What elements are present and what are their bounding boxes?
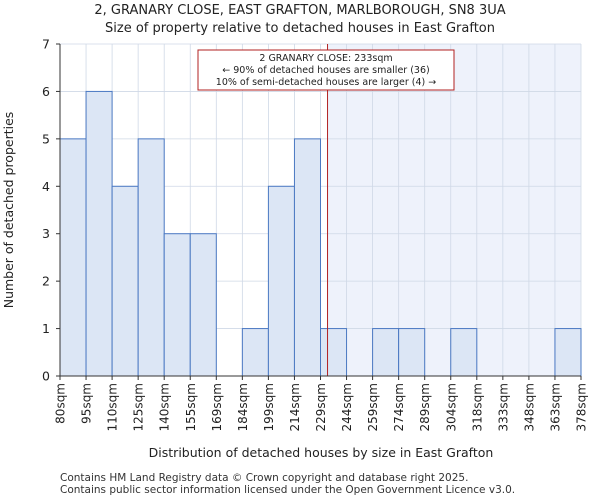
x-tick-label: 169sqm [210,383,224,431]
chart: 0 1 2 3 4 5 6 7 80sqm 95sqm 110sqm 125sqm 140sqm 155… [1,37,589,461]
footer-licence: Contains public sector information licen… [60,484,516,496]
bar [267,185,295,377]
x-tick-label: 140sqm [158,383,172,431]
bar [59,138,87,377]
y-axis-label: Number of detached properties [1,112,16,309]
bar [554,328,582,377]
x-tick-label: 199sqm [262,383,276,431]
y-axis-ticks: 0 1 2 3 4 5 6 7 [42,37,60,384]
annotation-box-frame [197,49,455,91]
x-tick-label: 259sqm [366,383,380,431]
x-tick-label: 363sqm [548,383,562,431]
bars [59,90,582,377]
y-tick-label: 6 [42,84,50,99]
x-tick-label: 95sqm [80,383,94,424]
chart-subtitle: Size of property relative to detached ho… [105,21,495,36]
footer-copyright: Contains HM Land Registry data © Crown c… [60,472,469,484]
annotation-line-3: 10% of semi-detached houses are larger (… [216,77,436,88]
x-tick-label: 80sqm [54,383,68,424]
x-axis-ticks: 80sqm 95sqm 110sqm 125sqm 140sqm 155sqm 169sqm… [54,376,589,431]
annotation-line-1: 2 GRANARY CLOSE: 233sqm [259,53,392,64]
bar [398,328,426,377]
annotation-line-2: ← 90% of detached houses are smaller (36… [222,65,429,76]
x-tick-label: 125sqm [132,383,146,431]
bar [450,328,478,377]
bar [85,90,113,377]
y-tick-label: 2 [42,274,50,289]
bar [320,328,348,377]
x-tick-label: 110sqm [106,383,120,431]
x-tick-label: 229sqm [314,383,328,431]
bar [163,233,191,377]
bar [189,233,217,377]
x-tick-label: 274sqm [392,383,406,431]
bar [372,328,400,377]
highlight-region [327,44,581,376]
x-tick-label: 318sqm [470,383,484,431]
x-tick-label: 184sqm [236,383,250,431]
y-tick-label: 3 [42,226,50,241]
annotation-box: 2 GRANARY CLOSE: 233sqm ← 90% of detache… [197,49,455,91]
bar [137,138,165,377]
x-tick-label: 244sqm [340,383,354,431]
x-tick-label: 378sqm [575,383,589,431]
x-tick-label: 214sqm [288,383,302,431]
y-tick-label: 7 [42,37,50,52]
bar [241,328,269,377]
x-tick-label: 333sqm [496,383,510,431]
x-axis-label: Distribution of detached houses by size … [149,445,494,460]
x-tick-label: 304sqm [444,383,458,431]
y-tick-label: 0 [42,369,50,384]
x-tick-label: 155sqm [184,383,198,431]
y-tick-label: 4 [42,179,50,194]
y-tick-label: 1 [42,321,50,336]
x-tick-label: 289sqm [418,383,432,431]
y-tick-label: 5 [42,131,50,146]
bar [293,138,322,377]
bar [111,185,139,377]
chart-title: 2, GRANARY CLOSE, EAST GRAFTON, MARLBORO… [94,3,506,18]
x-tick-label: 348sqm [522,383,536,431]
axes [59,44,581,377]
